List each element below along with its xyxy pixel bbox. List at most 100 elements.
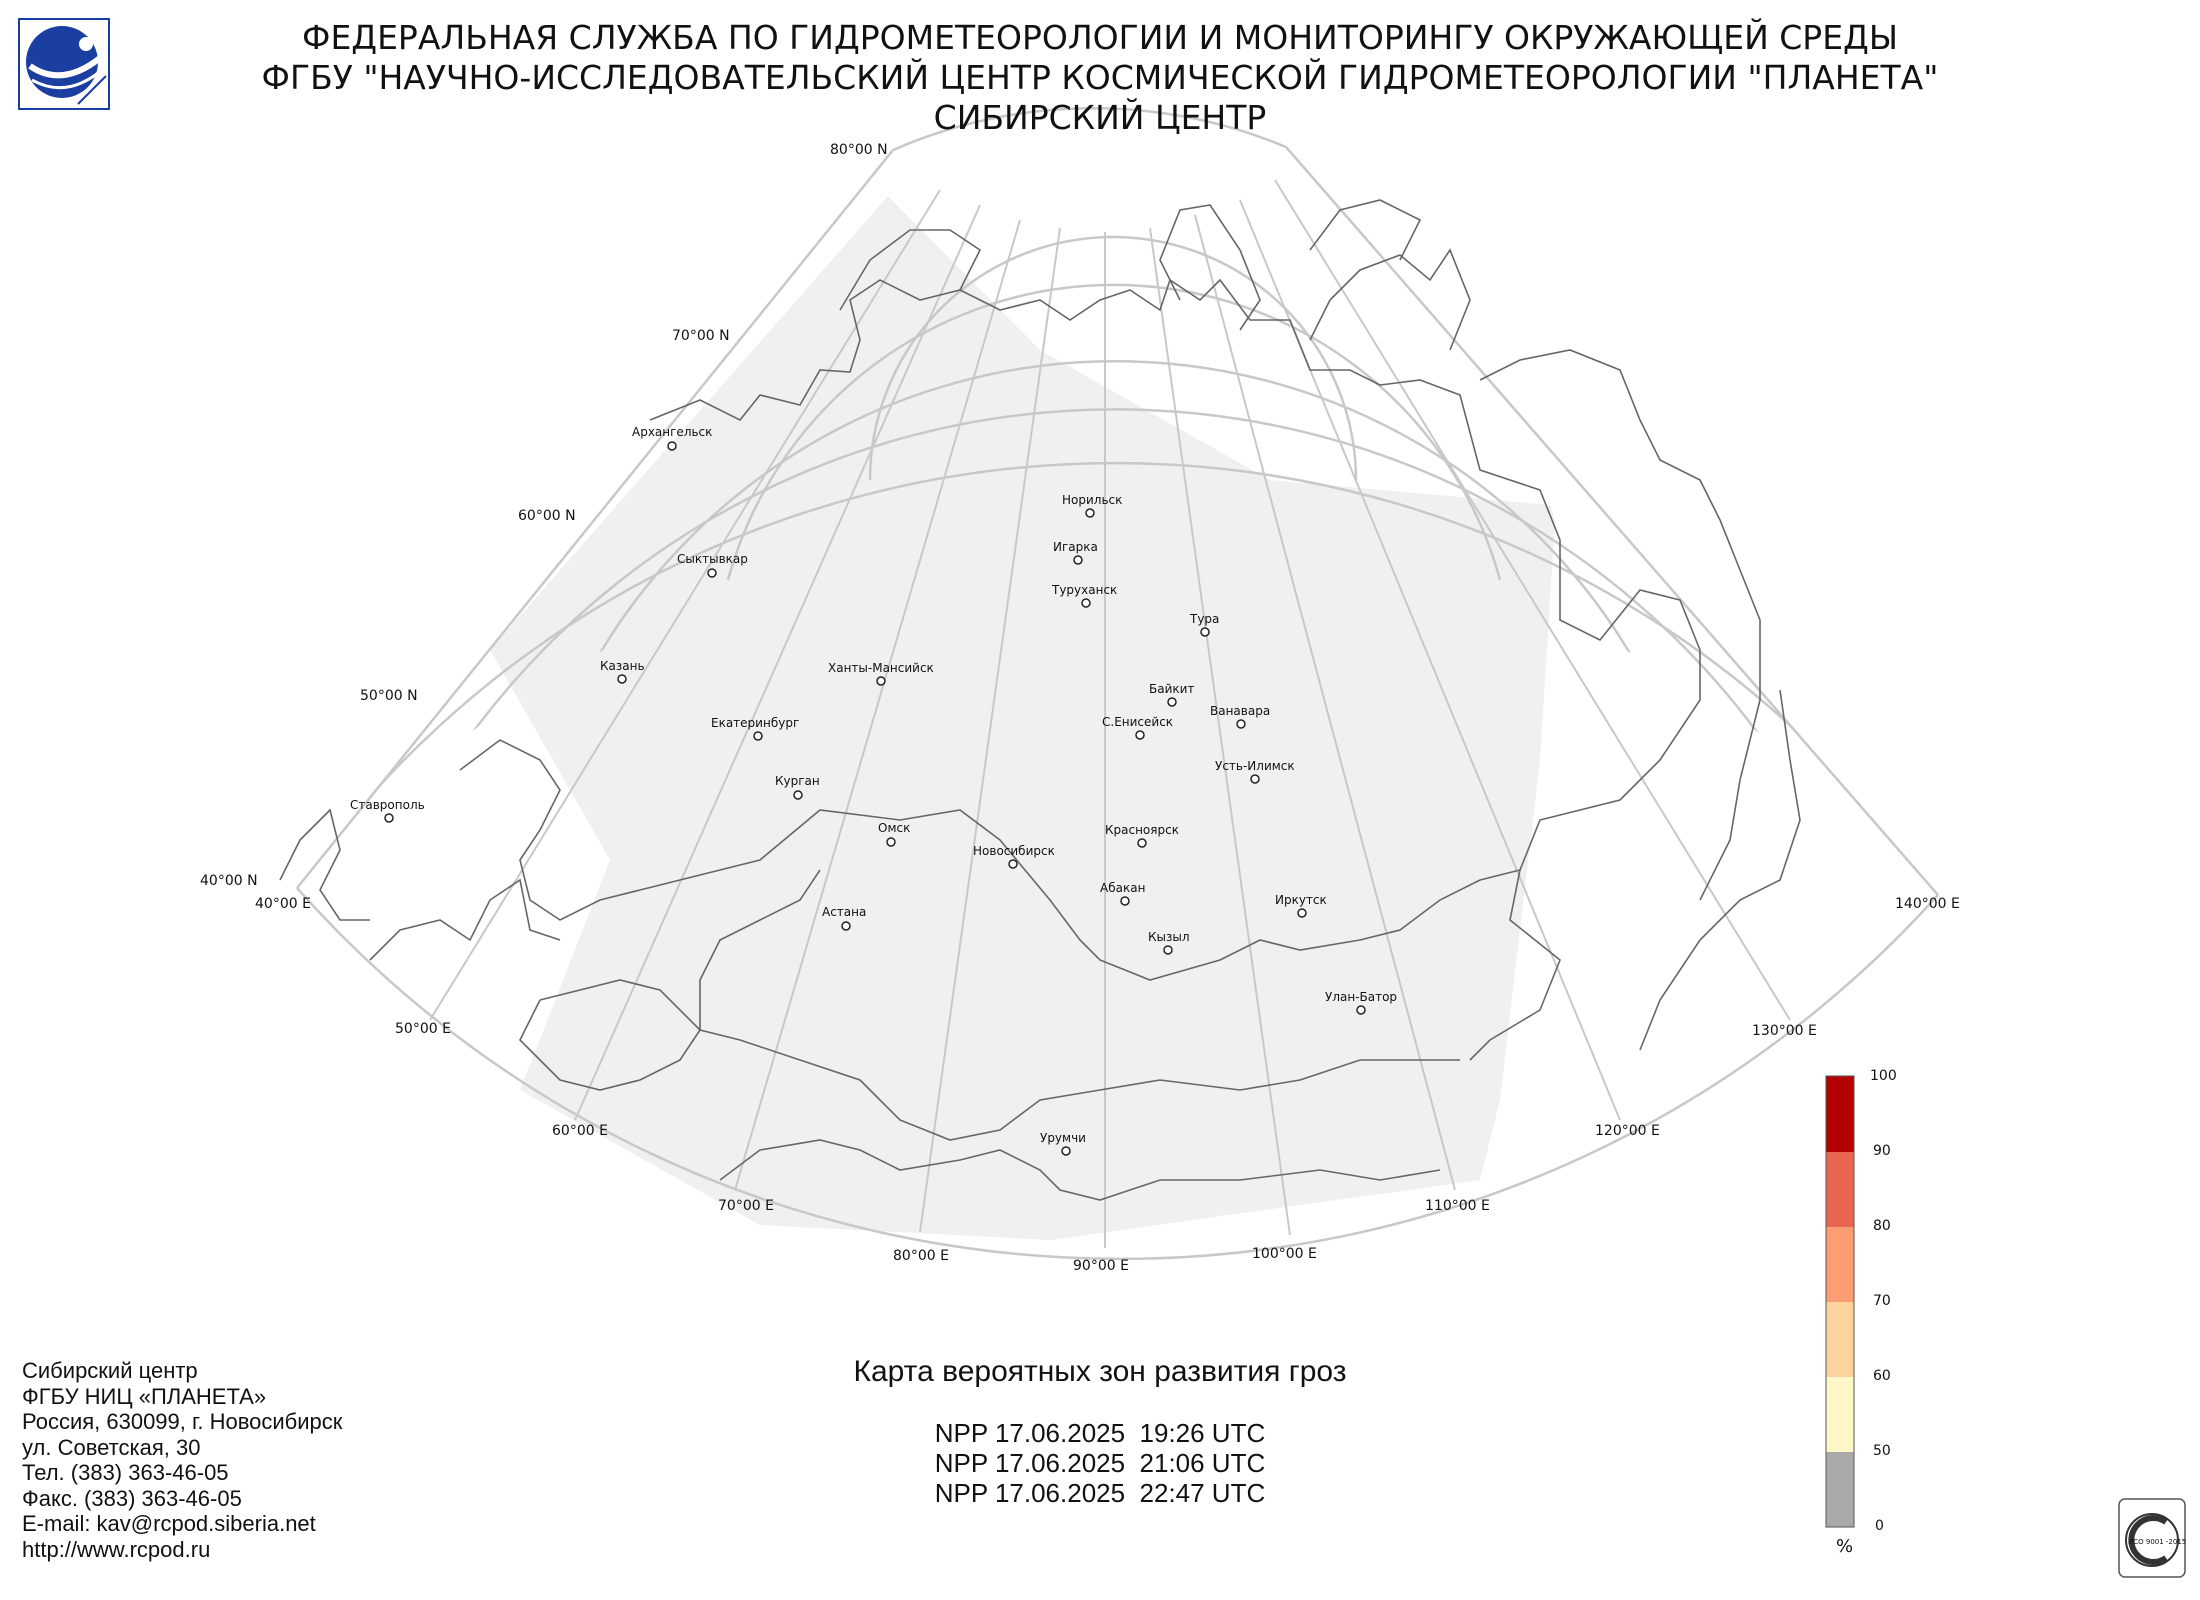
svg-text:Туруханск: Туруханск xyxy=(1051,583,1117,597)
lon-label-40: 40°00 E xyxy=(255,896,311,912)
svg-text:Усть-Илимск: Усть-Илимск xyxy=(1215,759,1295,773)
pass-line: NPP 17.06.2025 19:26 UTC xyxy=(934,1418,1266,1448)
city-kyzyl: Кызыл xyxy=(1148,930,1190,955)
probability-legend: 100 90 80 70 60 50 0 % xyxy=(1825,1068,1897,1557)
org-website: http://www.rcpod.ru xyxy=(22,1536,211,1562)
svg-text:Казань: Казань xyxy=(600,659,645,673)
svg-text:Красноярск: Красноярск xyxy=(1105,823,1179,837)
header-line-1: ФЕДЕРАЛЬНАЯ СЛУЖБА ПО ГИДРОМЕТЕОРОЛОГИИ … xyxy=(302,18,1898,57)
svg-text:Екатеринбург: Екатеринбург xyxy=(711,716,799,730)
svg-text:Тура: Тура xyxy=(1189,612,1219,626)
svg-text:Кызыл: Кызыл xyxy=(1148,930,1190,944)
city-stavropol: Ставрополь xyxy=(350,798,425,823)
legend-frame xyxy=(1825,1075,1855,1528)
lon-label-110: 110°00 E xyxy=(1425,1198,1490,1214)
city-igarka: Игарка xyxy=(1053,540,1098,565)
legend-band-80-90 xyxy=(1826,1152,1854,1227)
org-line: Тел. (383) 363-46-05 xyxy=(22,1460,229,1485)
pass-line: NPP 17.06.2025 21:06 UTC xyxy=(934,1448,1266,1478)
svg-text:Иркутск: Иркутск xyxy=(1275,893,1327,907)
svg-text:Норильск: Норильск xyxy=(1062,493,1122,507)
lat-label-70: 70°00 N xyxy=(672,328,730,344)
org-line: ФГБУ НИЦ «ПЛАНЕТА» xyxy=(22,1383,267,1409)
lon-label-60: 60°00 E xyxy=(552,1123,608,1139)
org-contacts: Сибирский центр ФГБУ НИЦ «ПЛАНЕТА» Росси… xyxy=(22,1358,542,1562)
city-omsk: Омск xyxy=(878,821,910,847)
org-line: Россия, 630099, г. Новосибирск xyxy=(22,1409,343,1434)
legend-band-60-70 xyxy=(1826,1302,1854,1377)
city-s-eniseysk: С.Енисейск xyxy=(1102,715,1173,740)
legend-band-90-100 xyxy=(1826,1076,1854,1152)
svg-text:Улан-Батор: Улан-Батор xyxy=(1325,990,1397,1004)
legend-tick-70: 70 xyxy=(1873,1293,1891,1309)
city-novosibirsk: Новосибирск xyxy=(973,844,1055,869)
svg-text:С.Енисейск: С.Енисейск xyxy=(1102,715,1173,729)
legend-tick-0: 0 xyxy=(1875,1518,1884,1534)
city-kurgan: Курган xyxy=(775,774,820,800)
lon-label-80: 80°00 E xyxy=(893,1248,949,1264)
svg-text:Архангельск: Архангельск xyxy=(632,425,712,439)
lon-label-100: 100°00 E xyxy=(1252,1246,1317,1262)
city-irkutsk: Иркутск xyxy=(1275,893,1327,918)
city-krasnoyarsk: Красноярск xyxy=(1105,823,1179,848)
legend-tick-90: 90 xyxy=(1873,1143,1891,1159)
iso-9001-badge-icon: ИСО 9001 -2015 xyxy=(2118,1498,2186,1578)
svg-text:Сыктывкар: Сыктывкар xyxy=(677,552,748,566)
longitude-labels: 40°00 E 50°00 E 60°00 E 70°00 E 80°00 E … xyxy=(255,896,1960,1274)
city-syktyvkar: Сыктывкар xyxy=(677,552,748,578)
legend-band-70-80 xyxy=(1826,1227,1854,1302)
lon-label-140: 140°00 E xyxy=(1895,896,1960,912)
svg-text:Омск: Омск xyxy=(878,821,910,835)
svg-text:Ставрополь: Ставрополь xyxy=(350,798,425,812)
legend-tick-80: 80 xyxy=(1873,1218,1891,1234)
svg-text:Астана: Астана xyxy=(822,905,866,919)
svg-text:Курган: Курган xyxy=(775,774,820,788)
city-khanty-mansiysk: Ханты-Мансийск xyxy=(828,661,934,686)
org-line: ул. Советская, 30 xyxy=(22,1434,201,1460)
coastlines-and-borders xyxy=(279,199,1801,1201)
page-header: ФЕДЕРАЛЬНАЯ СЛУЖБА ПО ГИДРОМЕТЕОРОЛОГИИ … xyxy=(0,18,2200,138)
header-line-2: ФГБУ "НАУЧНО-ИССЛЕДОВАТЕЛЬСКИЙ ЦЕНТР КОС… xyxy=(261,58,1939,97)
legend-tick-60: 60 xyxy=(1873,1368,1891,1384)
city-abakan: Абакан xyxy=(1100,881,1145,906)
city-urumqi: Урумчи xyxy=(1040,1131,1086,1156)
legend-unit: % xyxy=(1836,1536,1853,1557)
latitude-labels: 80°00 N 70°00 N 60°00 N 50°00 N 40°00 N xyxy=(200,142,888,889)
legend-band-0-50 xyxy=(1826,1452,1854,1527)
cities: Архангельск Сыктывкар Казань Екатеринбур… xyxy=(350,425,1397,1156)
city-turukhansk: Туруханск xyxy=(1051,583,1117,608)
city-astana: Астана xyxy=(822,905,866,931)
svg-text:Ванавара: Ванавара xyxy=(1210,704,1270,718)
city-vanavara: Ванавара xyxy=(1210,704,1270,729)
svg-text:Новосибирск: Новосибирск xyxy=(973,844,1055,858)
lon-label-70: 70°00 E xyxy=(718,1198,774,1214)
org-line: Факс. (383) 363-46-05 xyxy=(22,1485,242,1511)
svg-text:Байкит: Байкит xyxy=(1149,682,1194,696)
lat-label-40: 40°00 N xyxy=(200,873,258,889)
lon-label-120: 120°00 E xyxy=(1595,1123,1660,1139)
pass-line: NPP 17.06.2025 22:47 UTC xyxy=(934,1478,1266,1508)
map-title: Карта вероятных зон развития гроз xyxy=(853,1355,1347,1388)
org-email: E-mail: kav@rcpod.siberia.net xyxy=(22,1511,316,1536)
lon-label-90: 90°00 E xyxy=(1073,1258,1129,1274)
city-ekaterinburg: Екатеринбург xyxy=(711,716,799,741)
city-baykit: Байкит xyxy=(1149,682,1194,707)
lon-label-50: 50°00 E xyxy=(395,1021,451,1037)
svg-text:Урумчи: Урумчи xyxy=(1040,1131,1086,1145)
legend-band-50-60 xyxy=(1826,1377,1854,1452)
svg-text:Абакан: Абакан xyxy=(1100,881,1145,895)
svg-text:Игарка: Игарка xyxy=(1053,540,1098,554)
svg-text:Ханты-Мансийск: Ханты-Мансийск xyxy=(828,661,934,675)
map-frame xyxy=(296,107,1939,1261)
city-ulan-bator: Улан-Батор xyxy=(1325,990,1397,1015)
city-arkhangelsk: Архангельск xyxy=(632,425,712,451)
legend-tick-100: 100 xyxy=(1870,1068,1897,1084)
lon-label-130: 130°00 E xyxy=(1752,1023,1817,1039)
header-line-3: СИБИРСКИЙ ЦЕНТР xyxy=(933,98,1267,137)
graticule xyxy=(297,235,1938,895)
satellite-coverage-area xyxy=(490,196,1555,1240)
iso-badge-text: ИСО 9001 -2015 xyxy=(2128,1538,2186,1546)
city-kazan: Казань xyxy=(600,659,645,684)
lat-label-80: 80°00 N xyxy=(830,142,888,158)
